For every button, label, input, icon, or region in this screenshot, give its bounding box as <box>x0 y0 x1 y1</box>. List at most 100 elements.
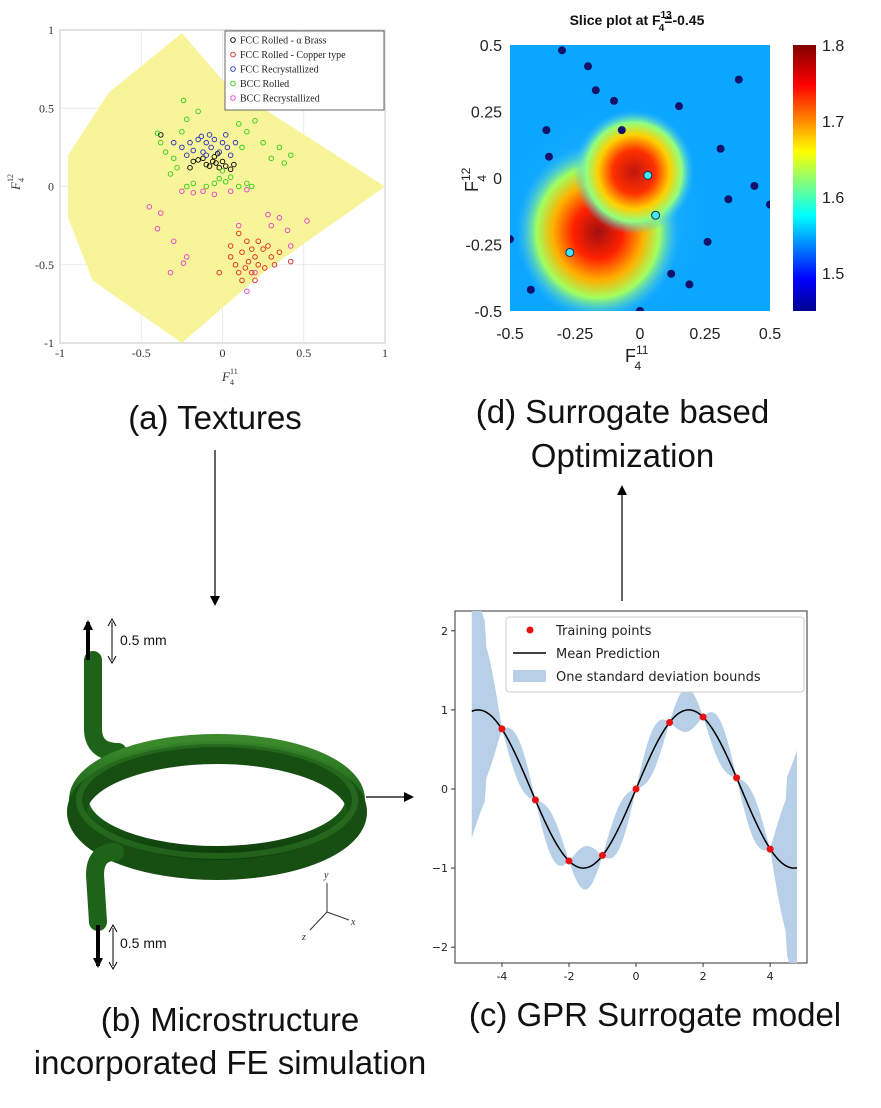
texture-point <box>216 175 222 182</box>
textures-ylabel: F <box>8 181 23 191</box>
texture-point <box>203 183 209 190</box>
textures-xlabel-sub: 4 <box>230 378 234 387</box>
slice-sample-point <box>558 46 566 55</box>
texture-point <box>244 238 250 245</box>
texture-point <box>179 144 185 151</box>
texture-point <box>211 154 218 160</box>
textures-ylabel-sup: 12 <box>6 174 15 182</box>
texture-point <box>276 249 283 255</box>
slice-sample-point <box>766 200 770 209</box>
slice-xtick: 0 <box>636 326 645 343</box>
colorbar-tick: 1.7 <box>822 114 844 131</box>
colorbar-tick: 1.6 <box>822 190 844 207</box>
texture-point <box>262 265 268 271</box>
slice-sample-point <box>734 75 743 84</box>
slice-sample-point <box>685 280 694 289</box>
gpr-legend-box <box>505 616 805 693</box>
textures-legend-box <box>224 30 385 111</box>
texture-point <box>288 258 294 265</box>
texture-point <box>209 158 216 165</box>
texture-point <box>170 238 177 245</box>
texture-point <box>154 226 161 232</box>
textures-ticks: -1 -0.5 0 0.5 1 1 0.5 0 -0.5 -1 <box>35 23 388 360</box>
colorbar <box>793 45 816 311</box>
texture-point <box>190 190 196 196</box>
texture-point <box>157 210 164 216</box>
slice-ytick: -0.25 <box>466 238 503 255</box>
texture-point <box>239 277 245 284</box>
gpr-legend-label: One standard deviation bounds <box>556 670 761 685</box>
textures-ytick: 0.5 <box>39 101 54 115</box>
texture-point <box>190 158 196 165</box>
textures-legend-marker <box>230 80 236 87</box>
caption-b-line2: incorporated FE simulation <box>33 1044 427 1081</box>
textures-xlabel: F <box>221 369 231 384</box>
gpr-ticks: -4 -2 0 2 4 2 1 0 −1 −2 <box>432 625 774 983</box>
gpr-legend-marker-band <box>513 670 546 682</box>
axes-triad: y x z <box>301 870 356 943</box>
texture-point <box>242 265 248 271</box>
texture-point <box>235 121 242 127</box>
texture-point <box>227 243 234 249</box>
slice-sample-point <box>584 62 592 71</box>
texture-point <box>265 211 271 218</box>
texture-point <box>248 183 255 190</box>
texture-point <box>268 155 275 162</box>
slice-xtick: -0.5 <box>496 326 524 343</box>
textures-points <box>146 97 310 295</box>
texture-point <box>203 139 209 146</box>
slice-ytick: 0 <box>493 171 502 188</box>
texture-point <box>227 166 234 173</box>
texture-point <box>276 144 283 151</box>
texture-point <box>239 144 245 151</box>
feasible-region <box>68 33 385 343</box>
slice-sample-point <box>610 96 618 105</box>
gpr-ytick: −1 <box>432 862 448 875</box>
textures-legend-label: FCC Rolled - α Brass <box>240 36 326 47</box>
texture-point <box>284 227 291 234</box>
texture-point <box>211 191 218 198</box>
textures-xtick: 1 <box>382 346 388 360</box>
slice-sample-point <box>545 152 553 161</box>
textures-legend-marker <box>230 95 236 101</box>
texture-point <box>255 238 261 245</box>
textures-xtick: -1 <box>55 346 65 360</box>
caption-b-line1: (b) Microstructure <box>100 1001 360 1038</box>
textures-legend-label: BCC Recrystallized <box>240 94 320 105</box>
texture-point <box>208 144 214 151</box>
texture-point <box>198 133 205 140</box>
slice-heatmap: Slice plot at F13 4=-0.45 -0.5 -0.25 0 0.25 0… <box>459 10 844 373</box>
colorbar-tick: 1.5 <box>822 266 844 283</box>
slice-xtick: 0.25 <box>689 326 720 343</box>
gpr-training-point <box>632 785 640 793</box>
slice-xlabel: F11 4 <box>625 343 649 373</box>
texture-point <box>276 215 283 221</box>
texture-point <box>216 269 222 276</box>
texture-point <box>252 277 258 284</box>
texture-point <box>200 149 206 155</box>
texture-point <box>239 249 245 255</box>
textures-ylabel-sub: 4 <box>17 178 26 182</box>
texture-point <box>195 108 201 115</box>
texture-point <box>219 158 226 165</box>
texture-point <box>227 152 234 158</box>
slice-ytick: 0.5 <box>480 38 502 55</box>
bottom-dimension-ticks <box>108 923 118 971</box>
texture-point <box>183 152 190 158</box>
slice-sample-points <box>510 46 770 311</box>
gpr-xtick: 0 <box>633 970 640 983</box>
textures-xlabel-sup: 11 <box>230 367 238 376</box>
slice-ticks: -0.5 -0.25 0 0.25 0.5 0.5 0.25 0 -0.25 -0.5 <box>466 38 782 343</box>
textures-ytick: -1 <box>44 336 54 350</box>
texture-point <box>231 161 237 168</box>
texture-point <box>167 269 174 276</box>
texture-point <box>245 258 252 265</box>
slice-sample-point <box>510 235 514 244</box>
texture-point <box>255 262 261 268</box>
texture-point <box>252 254 258 260</box>
axis-x-label: x <box>350 917 356 928</box>
slice-ytick: -0.5 <box>474 304 502 321</box>
gpr-mean-line <box>471 709 798 869</box>
texture-point <box>187 139 193 146</box>
texture-point <box>227 188 234 194</box>
